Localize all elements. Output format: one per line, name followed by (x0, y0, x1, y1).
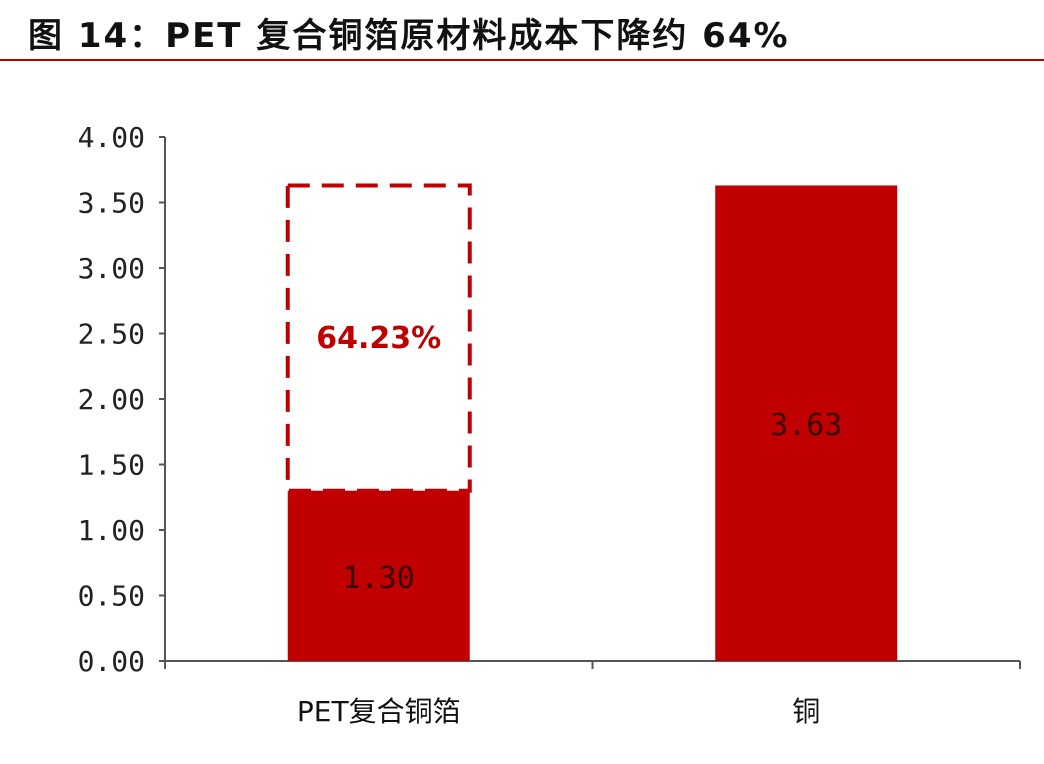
savings-percentage-label: 64.23% (316, 321, 441, 356)
y-axis: 0.00 0.50 1.00 1.50 2.00 2.50 3.00 3.50 4.00 (78, 121, 166, 678)
y-tick-label: 0.00 (78, 645, 145, 678)
page-title: 图 14：PET 复合铜箔原材料成本下降约 64% (28, 16, 790, 56)
bars (285, 183, 898, 661)
y-tick-label: 0.50 (78, 580, 145, 613)
bar-pet-composite-copper-foil (287, 490, 470, 661)
y-tick-label: 3.00 (78, 252, 145, 285)
x-category-label: 铜 (792, 695, 820, 728)
bar-value-label: 1.30 (343, 561, 415, 596)
y-tick-label: 1.00 (78, 514, 145, 547)
y-tick-label: 2.50 (78, 318, 145, 351)
labels: 64.23% 1.30 3.63 (316, 321, 842, 596)
x-axis: PET复合铜箔 铜 (164, 660, 1021, 728)
y-tick-label: 4.00 (78, 121, 145, 154)
title-bar: 图 14：PET 复合铜箔原材料成本下降约 64% (0, 0, 1044, 61)
x-category-label: PET复合铜箔 (297, 695, 461, 728)
bar-copper (715, 185, 898, 661)
title-divider (0, 59, 1044, 61)
y-tick-label: 3.50 (78, 187, 145, 220)
y-tick-label: 2.00 (78, 383, 145, 416)
y-tick-label: 1.50 (78, 449, 145, 482)
bar-value-label: 3.63 (770, 408, 842, 443)
